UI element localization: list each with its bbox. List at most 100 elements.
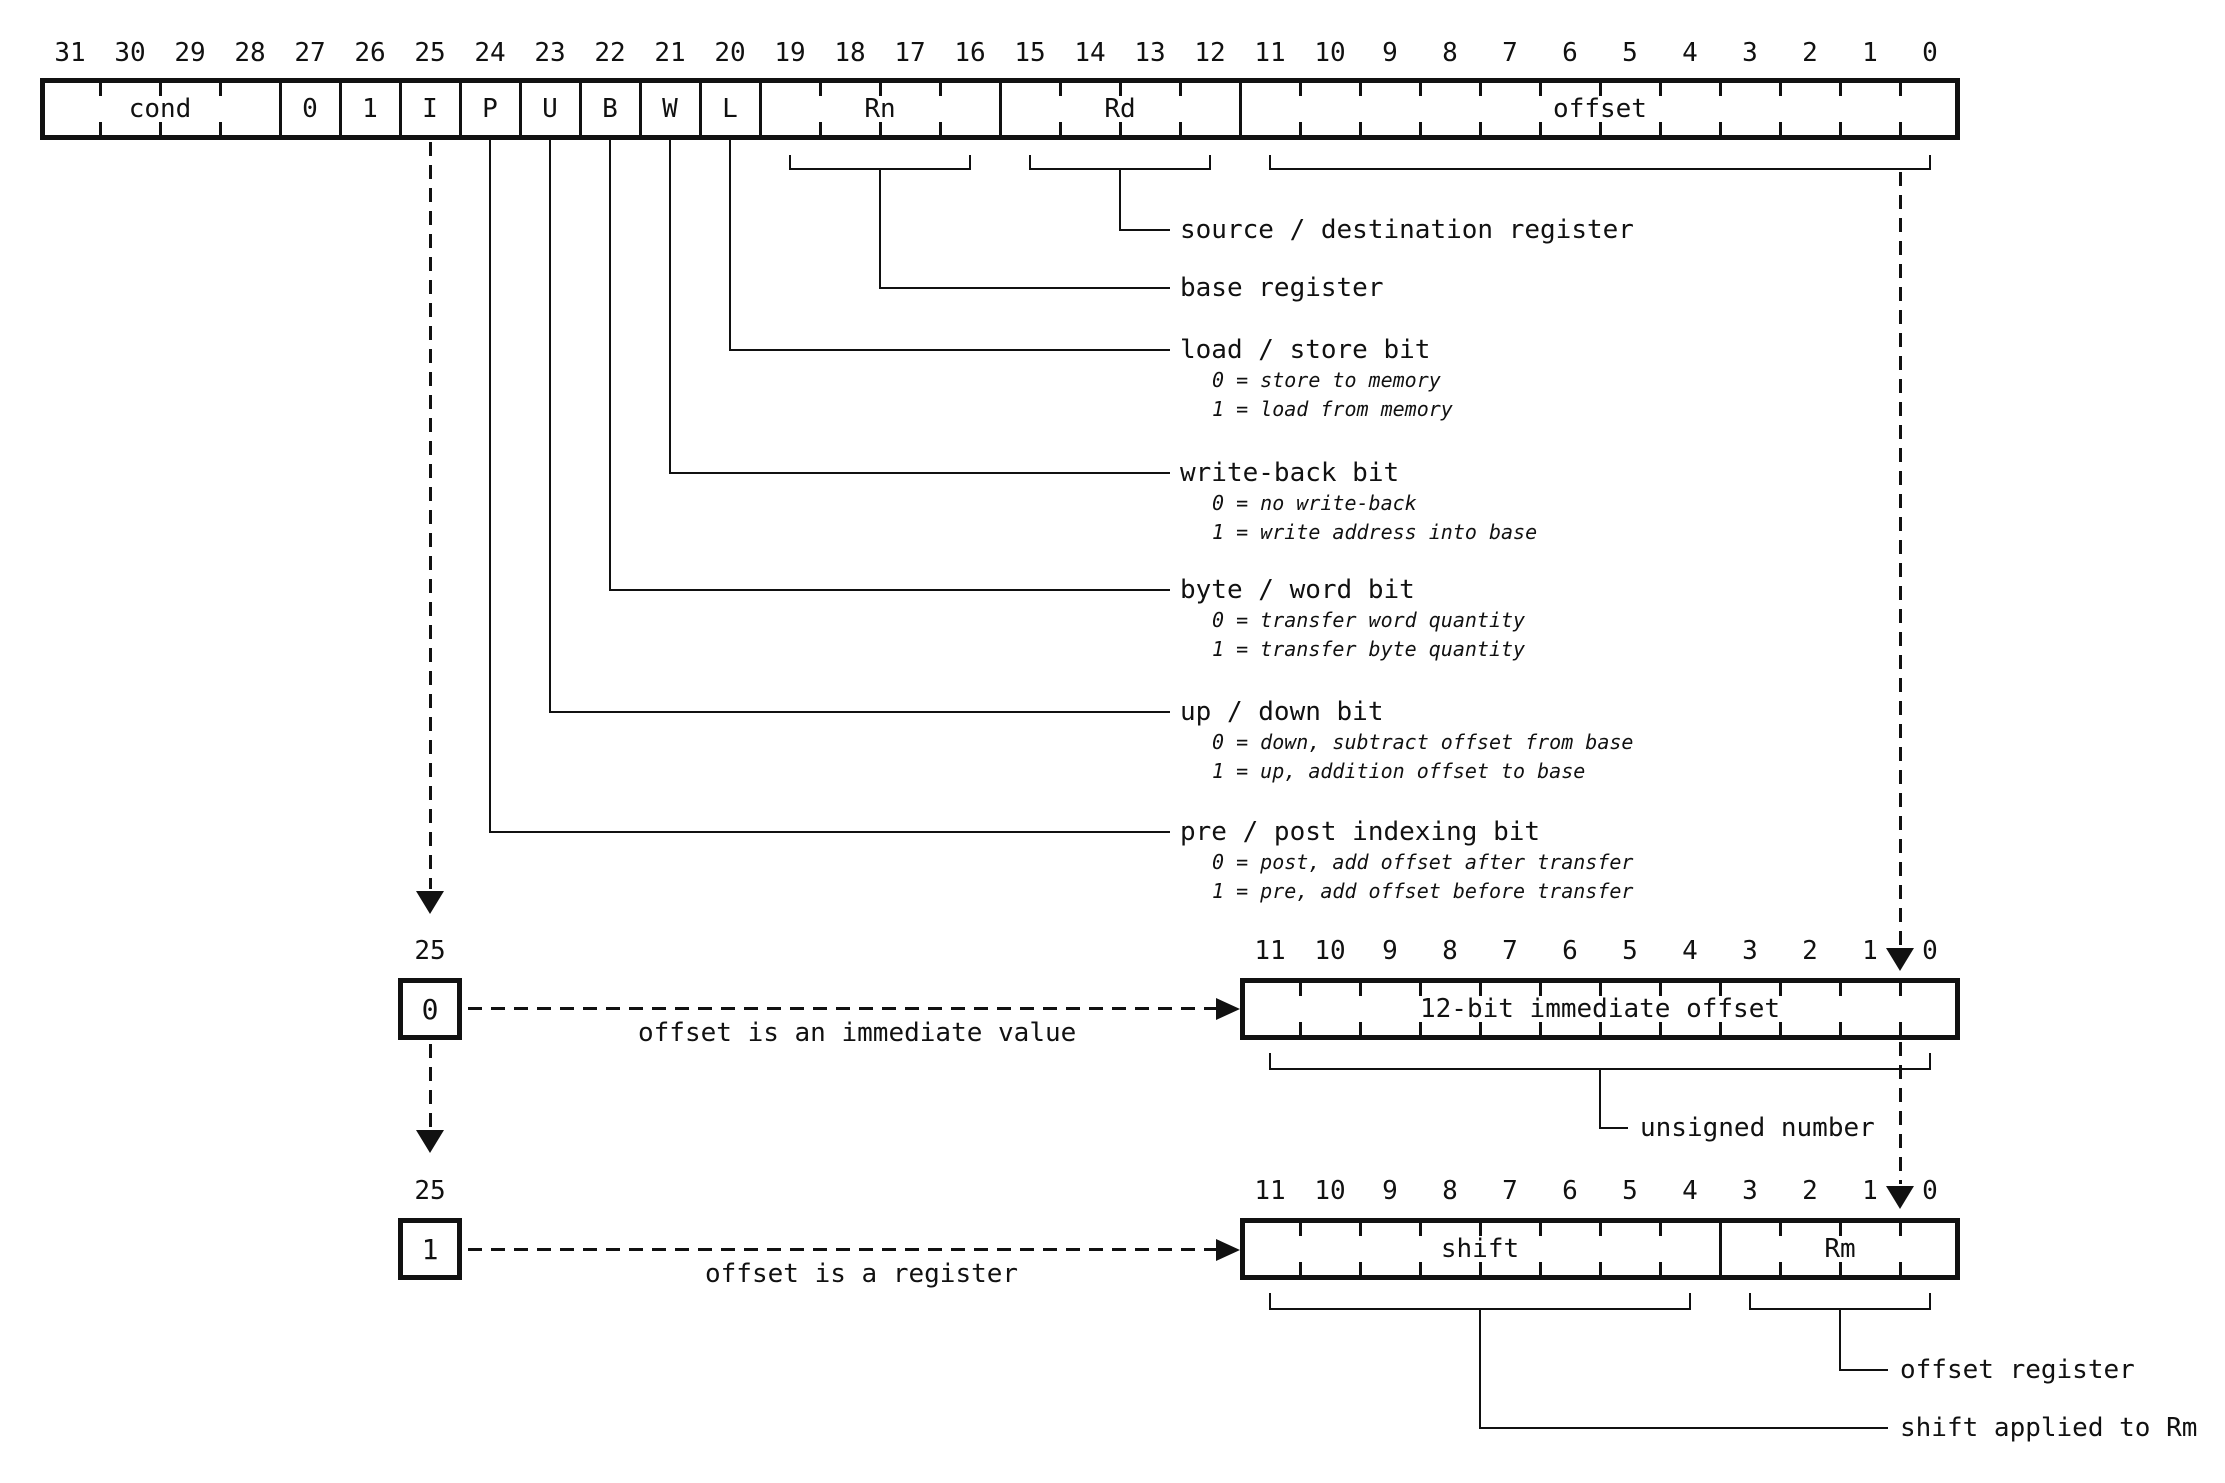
- bit-number-label: 6: [1562, 936, 1578, 966]
- bit-number-label: 6: [1562, 38, 1578, 68]
- arrow-down-icon: [416, 891, 444, 914]
- bit-tick: [1898, 122, 1902, 135]
- field-separator: [338, 83, 342, 135]
- bit-tick: [1178, 122, 1182, 135]
- annotation-stem: [669, 140, 671, 474]
- annotation-label: source / destination register: [1180, 215, 1634, 245]
- bit-tick: [1838, 983, 1842, 996]
- bit-tick: [1718, 983, 1722, 996]
- annotation-stem: [879, 170, 881, 289]
- bit-number-label: 4: [1682, 1176, 1698, 1206]
- field-label-rn: Rn: [864, 94, 896, 124]
- bit-number-label: 20: [714, 38, 746, 68]
- bit-tick: [1838, 1223, 1842, 1236]
- register-arrow-caption: offset is a register: [705, 1259, 1019, 1289]
- bit-number-label: 24: [474, 38, 506, 68]
- bit-tick: [1418, 1262, 1422, 1275]
- bit-tick: [1598, 83, 1602, 96]
- bit-tick: [1658, 1262, 1662, 1275]
- annotation-note: 0 = down, subtract offset from base: [1212, 730, 1634, 754]
- field-label-cond: cond: [128, 94, 192, 124]
- bit-tick: [1478, 983, 1482, 996]
- field-brace-rn: [790, 168, 970, 170]
- field-brace-rn: [969, 155, 971, 170]
- rm-brace: [1749, 1293, 1751, 1310]
- annotation-note: 1 = pre, add offset before transfer: [1212, 879, 1634, 903]
- annotation-stem: [729, 349, 1170, 351]
- annotation-stem: [1119, 170, 1121, 231]
- bit-tick: [878, 122, 882, 135]
- field-label-rm: Rm: [1824, 1234, 1856, 1264]
- bit-number-label: 2: [1802, 38, 1818, 68]
- bit-tick: [1778, 1262, 1782, 1275]
- bit-tick: [818, 83, 822, 96]
- field-brace-offset: [1269, 155, 1271, 170]
- arrow-right-icon: [1216, 998, 1240, 1020]
- bit-tick: [818, 122, 822, 135]
- bit-tick: [1358, 122, 1362, 135]
- field-separator: [458, 83, 462, 135]
- bit-tick: [1778, 83, 1782, 96]
- dashed-connector-line: [1898, 1042, 1902, 1184]
- bit-number-label: 11: [1254, 936, 1286, 966]
- bit-tick: [1538, 1022, 1542, 1035]
- annotation-stem: [729, 140, 731, 351]
- bit-number-label: 8: [1442, 38, 1458, 68]
- bit-number-label: 6: [1562, 1176, 1578, 1206]
- annotation-note: 0 = store to memory: [1212, 368, 1441, 392]
- bit-tick: [98, 122, 102, 135]
- bit-tick: [1358, 1262, 1362, 1275]
- bit-tick: [1898, 1262, 1902, 1275]
- bit-tick: [1358, 1022, 1362, 1035]
- bit-tick: [1778, 1022, 1782, 1035]
- bit-tick: [158, 83, 162, 96]
- field-label-const-1: 1: [362, 94, 378, 124]
- annotation-stem: [489, 831, 1170, 833]
- dashed-connector-line: [1898, 172, 1902, 946]
- annotation-note: 0 = no write-back: [1212, 491, 1417, 515]
- bit-number-label: 13: [1134, 38, 1166, 68]
- annotation-note: 0 = post, add offset after transfer: [1212, 850, 1634, 874]
- field-brace-rd: [1030, 168, 1210, 170]
- bit-number-label: 19: [774, 38, 806, 68]
- field-label-i-bit: I: [422, 94, 438, 124]
- bit-tick: [1478, 1223, 1482, 1236]
- bit-number-label: 0: [1922, 936, 1938, 966]
- bit-position-label: 25: [414, 1176, 446, 1206]
- field-separator: [578, 83, 582, 135]
- bit-tick: [1298, 122, 1302, 135]
- field-separator: [638, 83, 642, 135]
- annotation-stem: [1119, 229, 1170, 231]
- bit-tick: [1358, 1223, 1362, 1236]
- bit-tick: [1658, 83, 1662, 96]
- bit-number-label: 11: [1254, 1176, 1286, 1206]
- bit-number-label: 9: [1382, 1176, 1398, 1206]
- bit-number-label: 7: [1502, 1176, 1518, 1206]
- bit-number-label: 10: [1314, 936, 1346, 966]
- bit-tick: [218, 83, 222, 96]
- bit-tick: [1478, 1022, 1482, 1035]
- field-separator: [698, 83, 702, 135]
- brace-stem: [1599, 1070, 1601, 1129]
- annotation-note: 1 = write address into base: [1212, 520, 1538, 544]
- bit-tick: [1118, 83, 1122, 96]
- bit-number-label: 0: [1922, 38, 1938, 68]
- bit-number-label: 3: [1742, 936, 1758, 966]
- bit-tick: [218, 122, 222, 135]
- bit-number-label: 2: [1802, 936, 1818, 966]
- bit-tick: [98, 83, 102, 96]
- bit-tick: [1838, 1022, 1842, 1035]
- bit-tick: [1298, 83, 1302, 96]
- bit-tick: [1898, 983, 1902, 996]
- field-separator: [758, 83, 762, 135]
- arrow-right-icon: [1216, 1239, 1240, 1261]
- bit-tick: [1718, 83, 1722, 96]
- annotation-stem: [549, 711, 1170, 713]
- brace-stem: [1479, 1310, 1481, 1429]
- field-brace-offset: [1270, 168, 1930, 170]
- bit-tick: [938, 83, 942, 96]
- bit-number-label: 3: [1742, 38, 1758, 68]
- field-label-b-bit: B: [602, 94, 618, 124]
- brace-stem: [1480, 1427, 1888, 1429]
